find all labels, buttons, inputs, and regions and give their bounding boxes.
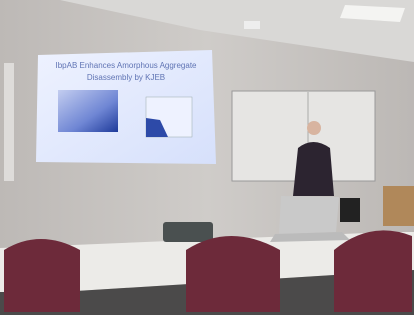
chair xyxy=(4,239,80,312)
side-board xyxy=(4,63,14,181)
podium xyxy=(383,186,414,226)
ceiling-vent xyxy=(244,21,260,29)
slide-title-line: IbpAB Enhances Amorphous Aggregate xyxy=(56,61,198,70)
heatmap xyxy=(58,90,118,132)
presenter-head xyxy=(307,121,321,135)
photo: IbpAB Enhances Amorphous Aggregate Disas… xyxy=(0,0,414,315)
presenter-body xyxy=(293,142,334,196)
chair xyxy=(186,236,280,312)
chair-back xyxy=(340,198,360,222)
slide-title-line: Disassembly by KJEB xyxy=(87,73,165,82)
laptop xyxy=(279,196,339,234)
chair xyxy=(334,230,412,312)
projector xyxy=(163,222,213,242)
